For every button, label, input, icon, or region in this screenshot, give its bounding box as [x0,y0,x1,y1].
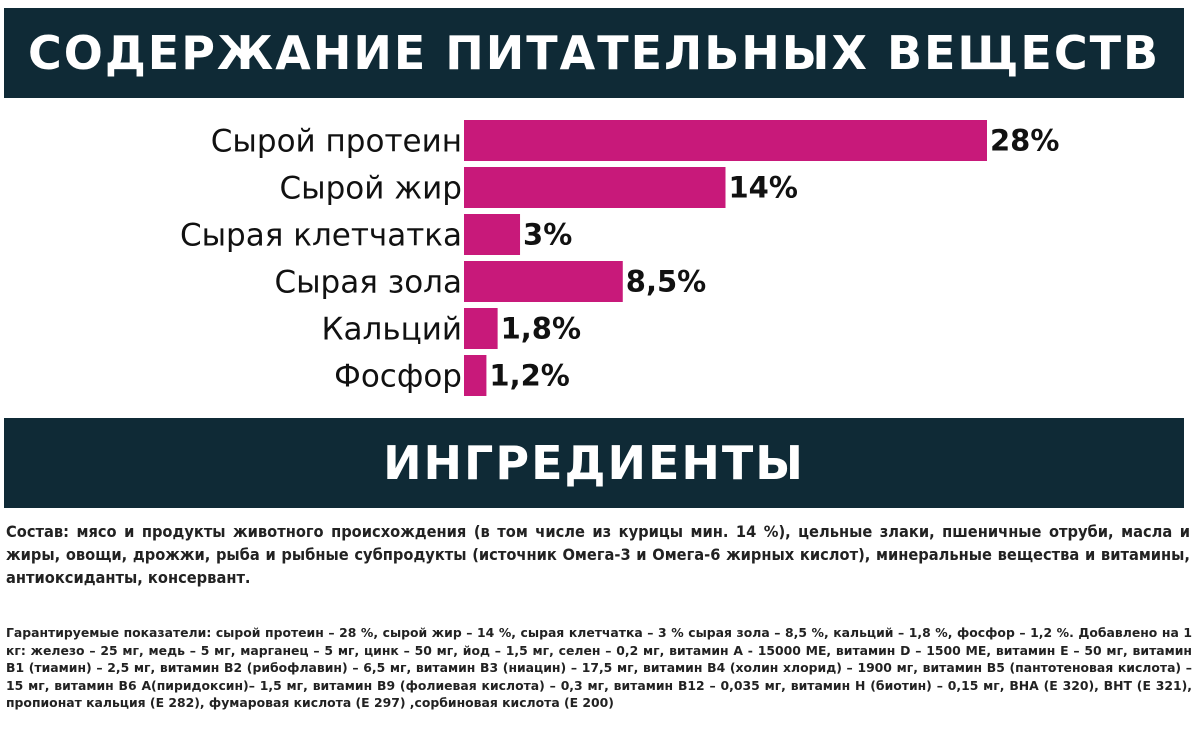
value-label: 28% [990,124,1059,158]
value-label: 1,2% [489,359,569,393]
bar [464,214,521,255]
bar [464,167,726,208]
nutrients-title: СОДЕРЖАНИЕ ПИТАТЕЛЬНЫХ ВЕЩЕСТВ [27,26,1161,80]
category-label: Фосфор [334,359,462,395]
guaranteed-analysis-text: Гарантируемые показатели: сырой протеин … [6,625,1192,710]
bar [464,308,498,349]
category-label: Сырая клетчатка [180,218,462,254]
ingredients-title: ИНГРЕДИЕНТЫ [383,436,805,490]
value-label: 14% [729,171,798,205]
bar [464,261,623,302]
bar [464,355,487,396]
nutrient-bar-chart: Сырой протеин 28% Сырой жир 14% Сырая клетча… [180,120,1059,396]
ingredients-header: ИНГРЕДИЕНТЫ [4,418,1184,508]
category-label: Кальций [322,312,462,348]
nutrients-header: СОДЕРЖАНИЕ ПИТАТЕЛЬНЫХ ВЕЩЕСТВ [4,8,1184,98]
value-label: 1,8% [501,312,581,346]
category-label: Сырой жир [279,171,462,207]
value-label: 8,5% [626,265,706,299]
category-label: Сырая зола [274,265,462,301]
value-label: 3% [523,218,572,252]
category-label: Сырой протеин [211,124,462,160]
composition-text: Состав: мясо и продукты животного происх… [6,522,1190,587]
bar [464,120,987,161]
